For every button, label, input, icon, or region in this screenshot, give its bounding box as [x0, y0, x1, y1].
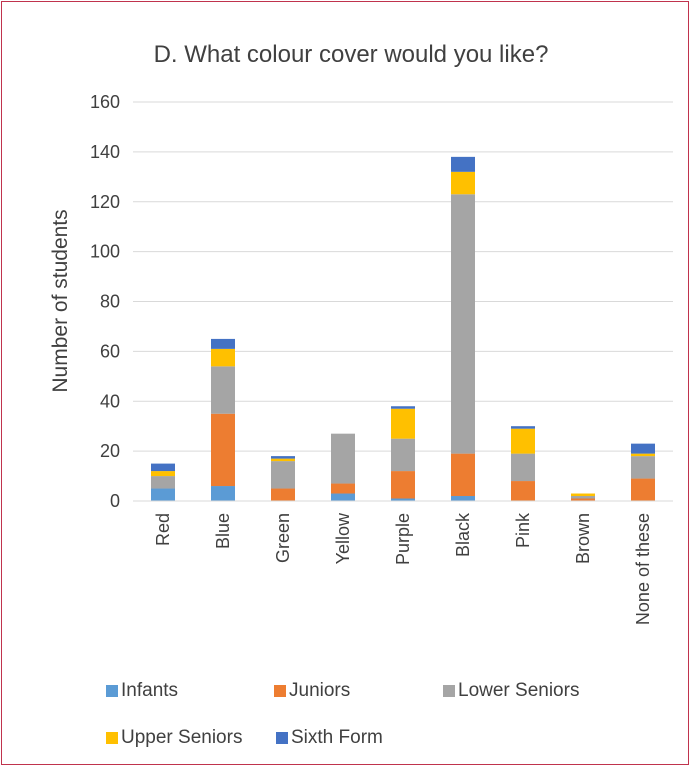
legend-swatch — [106, 685, 118, 697]
legend-swatch — [106, 732, 118, 744]
bar-segment — [211, 486, 235, 501]
x-tick-label: Yellow — [333, 512, 353, 564]
bar-segment — [331, 493, 355, 501]
bar-segment — [631, 478, 655, 501]
bar-segment — [391, 406, 415, 409]
legend-swatch — [274, 685, 286, 697]
bar-segment — [511, 428, 535, 454]
bar-segment — [151, 476, 175, 489]
legend-item: Upper Seniors — [106, 727, 242, 749]
y-tick-label: 80 — [100, 292, 120, 312]
bar-segment — [451, 194, 475, 454]
x-tick-label: Green — [273, 513, 293, 563]
bar-segment — [151, 463, 175, 472]
legend-label: Sixth Form — [291, 727, 383, 748]
y-tick-label: 20 — [100, 441, 120, 461]
y-axis-label: Number of students — [49, 209, 72, 392]
y-tick-label: 60 — [100, 341, 120, 361]
legend-item: Juniors — [274, 680, 350, 702]
y-tick-labels: 0 20 40 60 80 100 120 140 160 — [90, 92, 120, 511]
bar-segment — [271, 456, 295, 459]
y-tick-label: 120 — [90, 192, 120, 212]
bar-segment — [631, 443, 655, 454]
y-tick-label: 40 — [100, 391, 120, 411]
x-tick-label: None of these — [633, 513, 653, 625]
bar-segment — [331, 433, 355, 484]
bar-segment — [271, 461, 295, 489]
bar-segment — [271, 488, 295, 501]
bar-segment — [211, 348, 235, 367]
x-tick-label: Blue — [213, 513, 233, 549]
bar-segment — [151, 471, 175, 477]
y-tick-label: 160 — [90, 92, 120, 112]
legend-swatch — [443, 685, 455, 697]
legend-item: Infants — [106, 680, 178, 702]
legend-label: Juniors — [289, 680, 351, 701]
bar-segment — [451, 453, 475, 497]
bar-segment — [571, 493, 595, 497]
y-tick-label: 100 — [90, 242, 120, 262]
bar-segment — [451, 496, 475, 501]
bar-segment — [211, 413, 235, 487]
bar-segment — [451, 156, 475, 172]
x-tick-label: Brown — [573, 513, 593, 564]
bar-segment — [511, 426, 535, 429]
bar-segment — [151, 488, 175, 501]
legend-label: Infants — [121, 680, 179, 701]
x-tick-label: Black — [453, 512, 473, 557]
bar-segment — [511, 481, 535, 501]
legend-label: Lower Seniors — [458, 680, 580, 701]
bar-segment — [391, 408, 415, 439]
x-tick-label: Purple — [393, 513, 413, 565]
bar-segment — [571, 496, 595, 499]
bar-segment — [391, 498, 415, 501]
bar-segment — [331, 483, 355, 494]
x-tick-labels: Red Blue Green Yellow Purple Black Pink Brown No… — [153, 512, 653, 625]
legend-item: Lower Seniors — [443, 680, 579, 702]
legend-label: Upper Seniors — [121, 727, 243, 748]
bar-segment — [211, 338, 235, 349]
bar-segment — [391, 471, 415, 499]
bar-segment — [631, 456, 655, 479]
chart-title: D. What colour cover would you like? — [154, 41, 549, 68]
bar-segment — [451, 171, 475, 195]
x-tick-label: Red — [153, 513, 173, 546]
bar-segment — [211, 366, 235, 414]
bars — [151, 156, 655, 501]
bar-segment — [631, 453, 655, 457]
bar-segment — [271, 458, 295, 462]
bar-segment — [391, 438, 415, 472]
bar-segment — [511, 453, 535, 482]
y-tick-label: 140 — [90, 142, 120, 162]
y-tick-label: 0 — [110, 491, 120, 511]
legend-swatch — [276, 732, 288, 744]
x-tick-label: Pink — [513, 512, 533, 548]
legend-item: Sixth Form — [276, 727, 383, 749]
bar-segment — [571, 498, 595, 501]
